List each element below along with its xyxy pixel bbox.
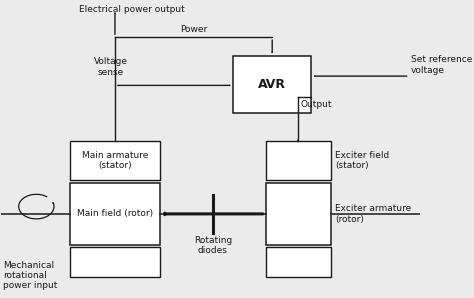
Bar	[70, 247, 160, 277]
Text: Voltage
sense: Voltage sense	[94, 58, 128, 77]
Text: Main field (rotor): Main field (rotor)	[77, 209, 153, 218]
Text: Set reference
voltage: Set reference voltage	[411, 55, 472, 75]
Text: Power: Power	[180, 25, 207, 34]
Text: Exciter field
(stator): Exciter field (stator)	[335, 151, 389, 170]
Text: AVR: AVR	[258, 78, 286, 91]
Text: Mechanical
rotational
power input: Mechanical rotational power input	[3, 261, 57, 291]
Text: Rotating
diodes: Rotating diodes	[194, 236, 232, 255]
Text: Main armature
(stator): Main armature (stator)	[82, 151, 148, 170]
Text: Electrical power output: Electrical power output	[79, 5, 184, 14]
Bar	[233, 56, 311, 113]
Bar	[266, 141, 331, 180]
Bar	[70, 141, 160, 180]
Bar	[266, 183, 331, 245]
Text: Exciter armature
(rotor): Exciter armature (rotor)	[335, 204, 411, 224]
Text: Output: Output	[301, 100, 332, 109]
Bar	[266, 247, 331, 277]
Bar	[70, 183, 160, 245]
